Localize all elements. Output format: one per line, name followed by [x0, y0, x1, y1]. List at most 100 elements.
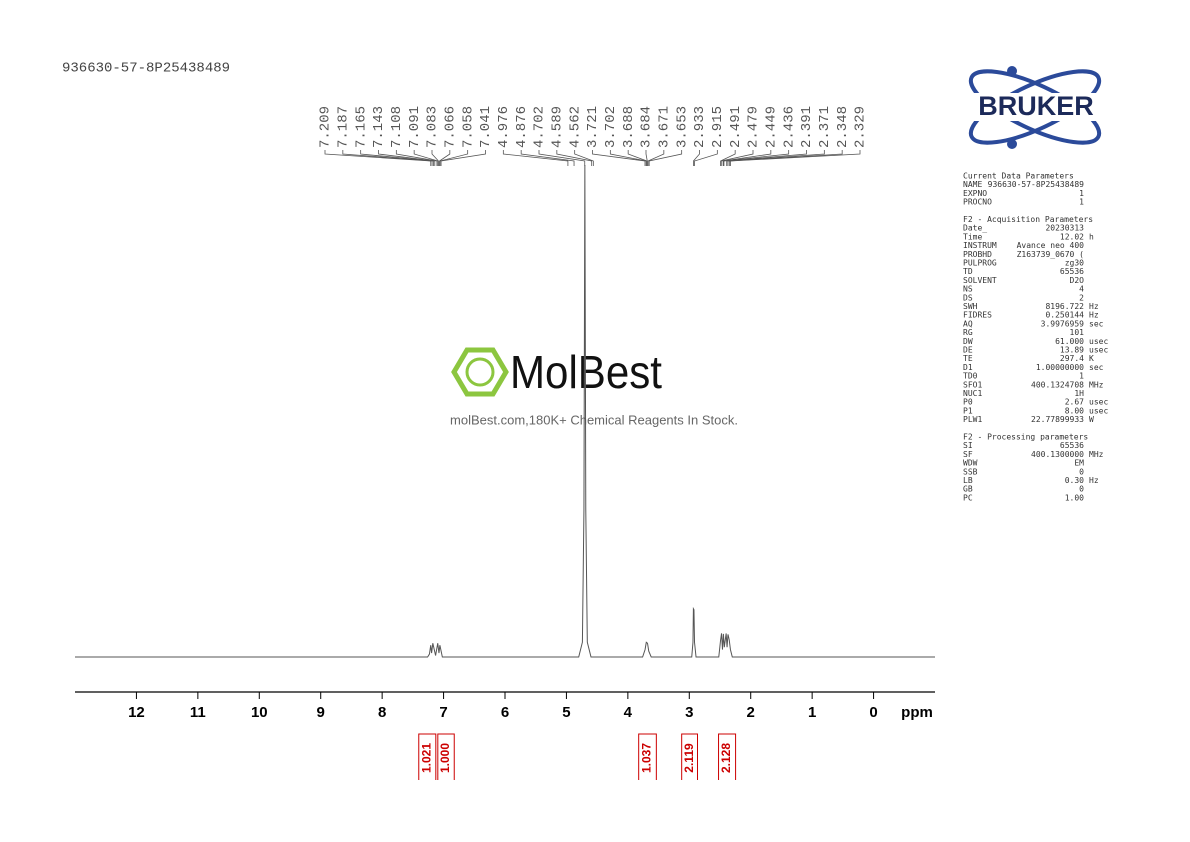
x-tick-label: 12	[128, 704, 145, 721]
peak-leader	[439, 150, 451, 166]
param-name: DE	[963, 346, 973, 355]
peak-leader	[360, 150, 434, 166]
param-name: TD0	[963, 372, 978, 381]
param-value: 12.02	[1060, 232, 1084, 241]
param-unit: MHz	[1089, 450, 1104, 459]
param-value: 400.1324708	[1031, 380, 1084, 389]
param-name: INSTRUM	[963, 241, 997, 250]
peak-leader	[727, 150, 825, 166]
peak-label: 3.684	[639, 106, 655, 148]
param-value: Avance neo 400	[1017, 241, 1085, 250]
peak-leader	[439, 150, 469, 166]
peak-leader	[520, 150, 575, 166]
peak-leader	[693, 150, 700, 166]
peak-label: 3.653	[674, 106, 690, 148]
param-name: SWH	[963, 302, 978, 311]
param-value: zg30	[1065, 259, 1084, 268]
param-unit: usec	[1089, 337, 1108, 346]
integral-label: 1.037	[640, 743, 654, 773]
param-value: 1	[1079, 372, 1084, 381]
peak-label: 4.976	[496, 106, 512, 148]
watermark-brand: MolBest	[510, 346, 662, 398]
param-value: 0	[1079, 467, 1084, 476]
peak-label: 7.041	[478, 106, 494, 148]
peak-label: 4.589	[550, 106, 566, 148]
param-name: NUC1	[963, 389, 982, 398]
param-value: 0.30	[1065, 476, 1084, 485]
peak-leader	[648, 150, 683, 166]
x-tick-label: 5	[562, 704, 570, 721]
peak-label: 7.187	[336, 106, 352, 148]
peak-label: 2.348	[835, 106, 851, 148]
integral-bracket	[418, 733, 437, 780]
param-value: 1H	[1074, 389, 1084, 398]
peak-leader	[723, 150, 790, 166]
logo-dot	[1007, 66, 1017, 76]
peak-label: 3.702	[603, 106, 619, 148]
param-value: 65536	[1060, 267, 1084, 276]
param-value: 4	[1079, 285, 1084, 294]
param-unit: h	[1089, 232, 1094, 241]
param-value: 2	[1079, 293, 1084, 302]
param-name: P1	[963, 406, 973, 415]
peak-leader	[342, 150, 433, 166]
peak-leader	[592, 150, 646, 166]
peak-leader	[647, 150, 665, 166]
param-name: NAME	[963, 180, 982, 189]
param-name: PROBHD	[963, 250, 992, 259]
param-name: NS	[963, 285, 973, 294]
x-tick-label: 10	[251, 704, 268, 721]
param-name: WDW	[963, 459, 978, 468]
x-tick-label: 11	[190, 704, 206, 721]
peak-label: 7.058	[460, 106, 476, 148]
peak-label: 7.165	[353, 106, 369, 148]
peak-label: 7.209	[318, 106, 334, 148]
peak-leader	[726, 150, 807, 166]
param-unit: K	[1089, 354, 1094, 363]
x-tick-label: 7	[439, 704, 447, 721]
param-value: 3.9976959	[1041, 319, 1085, 328]
integral-label: 2.119	[682, 743, 696, 773]
peak-leader	[431, 150, 439, 166]
param-value: 101	[1070, 328, 1085, 337]
param-value: 1.00	[1065, 493, 1084, 502]
peak-label: 2.449	[764, 106, 780, 148]
param-value: Z163739_0670 (	[1017, 250, 1084, 259]
param-unit: Hz	[1089, 476, 1099, 485]
param-name: LB	[963, 476, 973, 485]
watermark: MolBest molBest.com,180K+ Chemical Reage…	[450, 346, 738, 427]
x-tick-label: 9	[317, 704, 325, 721]
x-tick-label: 1	[808, 704, 816, 721]
param-unit: usec	[1089, 398, 1108, 407]
param-name: D1	[963, 363, 973, 372]
peak-label: 7.066	[443, 106, 459, 148]
peak-label: 2.479	[746, 106, 762, 148]
param-name: FIDRES	[963, 311, 992, 320]
param-value: 13.89	[1060, 346, 1084, 355]
peak-leader	[722, 150, 772, 166]
peak-leader	[324, 150, 432, 166]
peak-label: 7.143	[371, 106, 387, 148]
logo-orbit	[968, 69, 1102, 145]
param-name: SI	[963, 441, 973, 450]
peak-leader	[609, 150, 647, 166]
param-value: 8.00	[1065, 406, 1084, 415]
logo-backdrop	[957, 93, 1115, 121]
peak-label: 2.371	[817, 106, 833, 148]
peak-label: 2.391	[799, 106, 815, 148]
peak-leader	[556, 150, 593, 166]
peak-leader	[645, 150, 648, 166]
peak-label: 3.721	[585, 106, 601, 148]
integral-bracket	[681, 733, 698, 780]
x-tick-label: 2	[747, 704, 755, 721]
param-unit: Hz	[1089, 302, 1099, 311]
param-name: Date_	[963, 224, 987, 233]
peak-leader	[538, 150, 586, 166]
peak-label: 7.108	[389, 106, 405, 148]
param-name: DW	[963, 337, 973, 346]
param-value: 1	[1079, 189, 1084, 198]
param-name: PULPROG	[963, 259, 997, 268]
param-name: DS	[963, 293, 973, 302]
